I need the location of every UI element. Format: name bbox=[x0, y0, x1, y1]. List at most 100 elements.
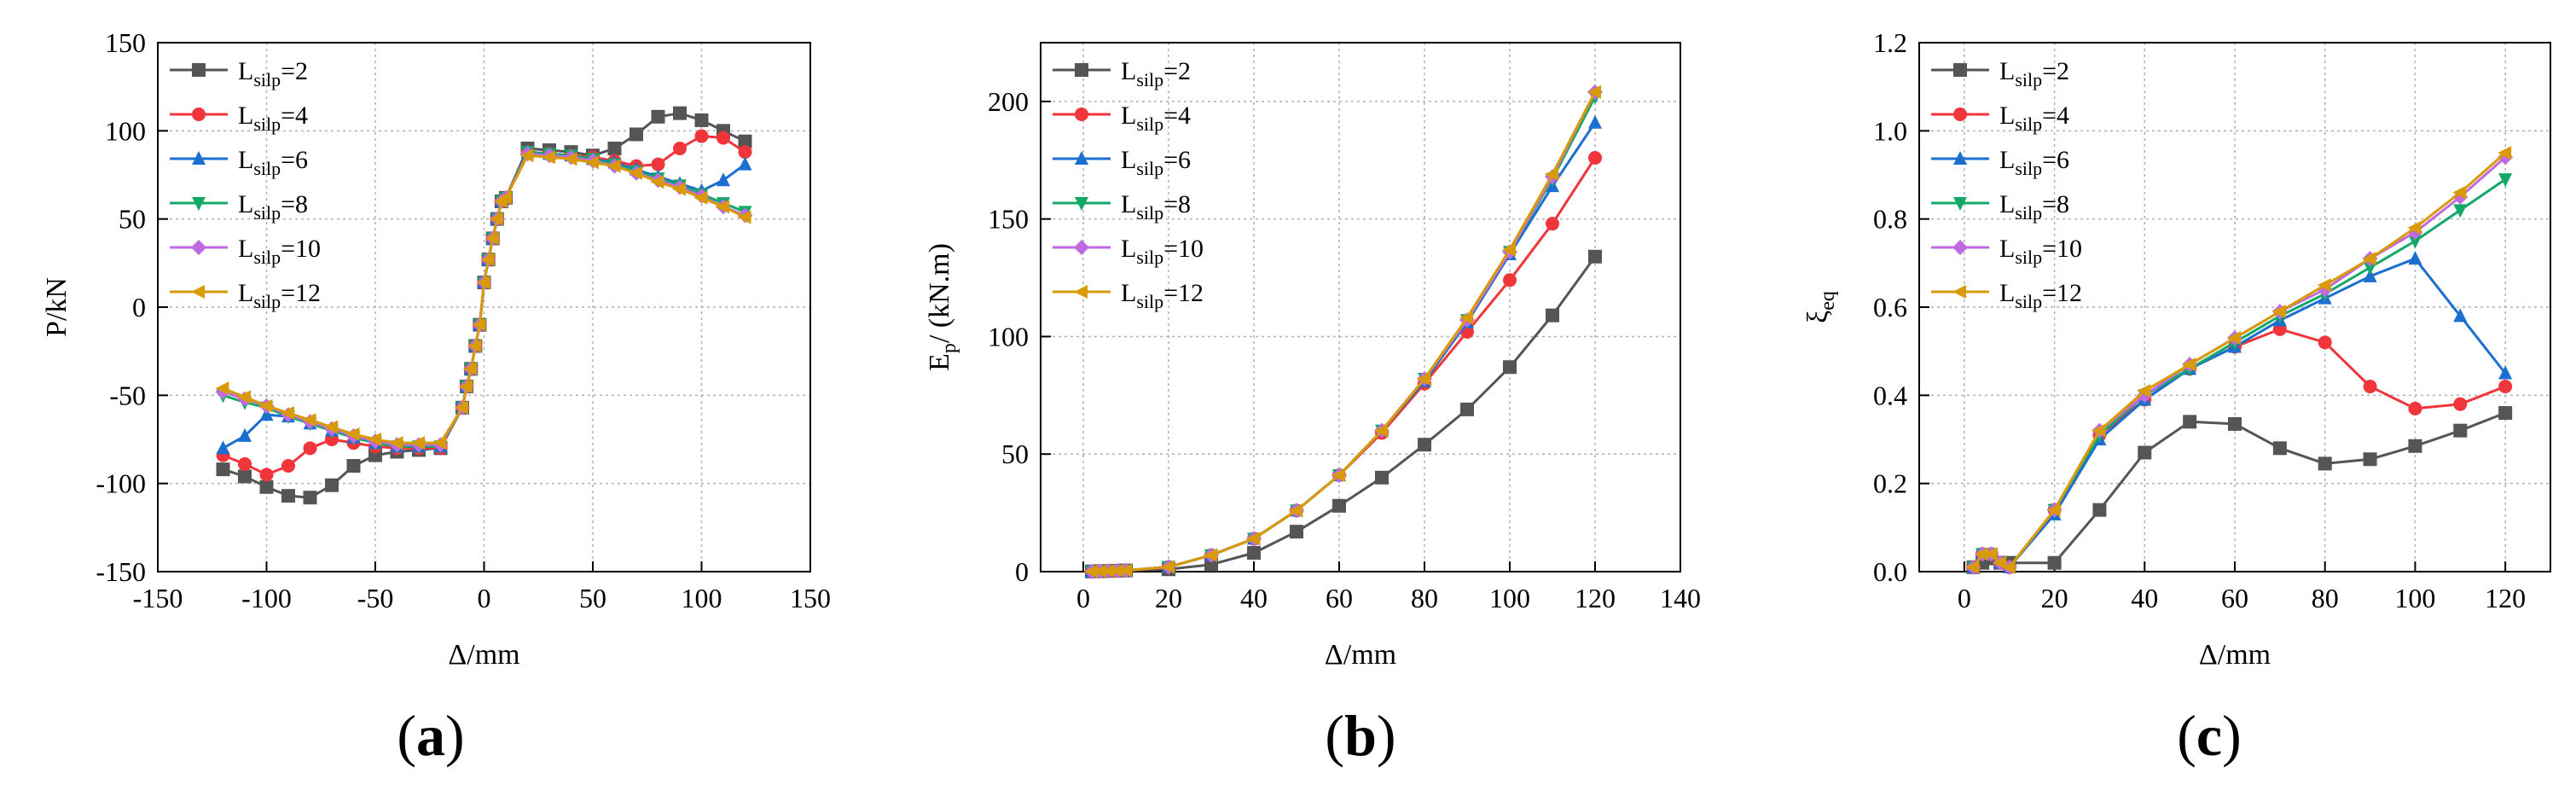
legend-entry: Lsilp=4 bbox=[238, 102, 308, 135]
data-point bbox=[216, 440, 230, 455]
legend-subscript: silp bbox=[1136, 113, 1163, 135]
data-point bbox=[1374, 423, 1388, 438]
data-point bbox=[629, 166, 642, 180]
data-point bbox=[1332, 498, 1346, 513]
legend-marker bbox=[1952, 240, 1968, 255]
x-tick-label: 0 bbox=[1958, 583, 1971, 613]
data-point bbox=[2183, 415, 2197, 429]
legend-marker bbox=[1075, 197, 1088, 211]
legend-value: =8 bbox=[2042, 190, 2069, 218]
legend-subscript: silp bbox=[2015, 202, 2042, 224]
panel-label-close: ) bbox=[445, 703, 465, 768]
data-point bbox=[2001, 560, 2016, 574]
y-tick-label: 150 bbox=[105, 27, 146, 58]
data-point bbox=[238, 456, 252, 471]
data-point bbox=[629, 127, 643, 142]
data-point bbox=[2363, 268, 2377, 282]
data-point bbox=[238, 469, 252, 484]
legend-prefix: L bbox=[238, 235, 253, 263]
x-axis-label: Δ/mm bbox=[1325, 639, 1396, 671]
data-point bbox=[2453, 204, 2468, 218]
data-point bbox=[1546, 308, 1559, 323]
legend-prefix: L bbox=[238, 190, 253, 218]
panel-label-close: ) bbox=[2222, 703, 2242, 768]
plot-frame bbox=[1040, 42, 1681, 572]
y-tick-label: 200 bbox=[988, 86, 1029, 117]
data-point bbox=[1418, 438, 1431, 452]
data-point bbox=[2092, 503, 2107, 517]
data-point bbox=[542, 150, 555, 165]
data-point bbox=[2498, 380, 2513, 393]
legend-value: =10 bbox=[281, 235, 321, 263]
data-point bbox=[2408, 251, 2422, 265]
legend-value: =10 bbox=[1163, 235, 1204, 263]
y-tick-label: 0.0 bbox=[1873, 556, 1907, 587]
legend-prefix: L bbox=[1121, 102, 1136, 130]
y-axis-label-main: ξ bbox=[1802, 311, 1834, 323]
data-point bbox=[259, 468, 274, 482]
data-point bbox=[717, 131, 730, 145]
data-point bbox=[484, 231, 499, 246]
data-point bbox=[1246, 532, 1260, 546]
legend-entry: Lsilp=12 bbox=[1999, 279, 2082, 312]
legend-marker bbox=[1953, 197, 1967, 211]
data-point bbox=[1459, 311, 1473, 325]
panel-label: (c) bbox=[2177, 703, 2242, 768]
data-point bbox=[737, 210, 751, 224]
y-axis-label: ξeq bbox=[1802, 291, 1839, 323]
data-point bbox=[2498, 365, 2513, 380]
data-point bbox=[2452, 185, 2467, 200]
legend-prefix: L bbox=[1999, 235, 2015, 263]
data-point bbox=[2046, 503, 2061, 517]
series-Lsilp-2 bbox=[1966, 406, 2513, 574]
data-point bbox=[1093, 564, 1106, 578]
legend-prefix: L bbox=[1121, 146, 1136, 174]
panel-label-open: ( bbox=[397, 703, 416, 768]
legend: Lsilp=2Lsilp=4Lsilp=6Lsilp=8Lsilp=10Lsil… bbox=[1931, 57, 2082, 312]
data-point bbox=[650, 175, 664, 189]
series-line bbox=[1972, 328, 2506, 569]
data-point bbox=[651, 109, 665, 124]
data-point bbox=[368, 433, 381, 446]
data-point bbox=[651, 157, 665, 171]
data-point bbox=[346, 459, 361, 473]
legend-prefix: L bbox=[1121, 57, 1136, 85]
y-tick-label: 0 bbox=[1015, 556, 1029, 587]
data-point bbox=[1204, 548, 1217, 562]
legend-subscript: silp bbox=[2015, 247, 2042, 268]
legend-subscript: silp bbox=[253, 291, 281, 312]
x-axis-label: Δ/mm bbox=[448, 639, 519, 671]
data-point bbox=[2498, 173, 2513, 188]
panel-label-letter: c bbox=[2196, 703, 2222, 768]
data-point bbox=[258, 398, 273, 413]
legend-subscript: silp bbox=[1136, 69, 1163, 90]
data-point bbox=[1118, 563, 1132, 578]
y-axis-label-main: P/kN bbox=[41, 277, 73, 337]
data-point bbox=[1503, 360, 1517, 375]
x-tick-label: 40 bbox=[1240, 583, 1268, 613]
data-point bbox=[673, 142, 687, 155]
panel-label-open: ( bbox=[1325, 703, 1344, 768]
data-point bbox=[519, 148, 534, 163]
y-tick-label: 0.4 bbox=[1873, 380, 1907, 410]
data-point bbox=[1588, 151, 1602, 166]
y-tick-label: -150 bbox=[96, 556, 146, 587]
y-tick-label: 0.8 bbox=[1873, 204, 1907, 235]
data-point bbox=[237, 390, 251, 404]
legend-prefix: L bbox=[1121, 190, 1136, 218]
legend-entry: Lsilp=12 bbox=[1121, 279, 1204, 312]
chart-panel-2: 0 20 40 60 80 100 120 140050100150200Lsilp=2Lsi… bbox=[924, 42, 1701, 671]
data-point bbox=[1460, 402, 1474, 416]
legend-value: =8 bbox=[281, 190, 308, 218]
x-tick-label: 0 bbox=[1076, 583, 1090, 613]
x-tick-label: 0 bbox=[478, 583, 491, 613]
data-point bbox=[1983, 547, 1998, 561]
data-point bbox=[2362, 252, 2376, 266]
data-point bbox=[1503, 273, 1517, 288]
legend-value: =4 bbox=[281, 102, 308, 130]
data-point bbox=[1110, 563, 1123, 578]
legend-value: =6 bbox=[2042, 146, 2069, 174]
data-point bbox=[2227, 331, 2241, 346]
data-point bbox=[1588, 114, 1602, 129]
data-point bbox=[1417, 372, 1430, 386]
